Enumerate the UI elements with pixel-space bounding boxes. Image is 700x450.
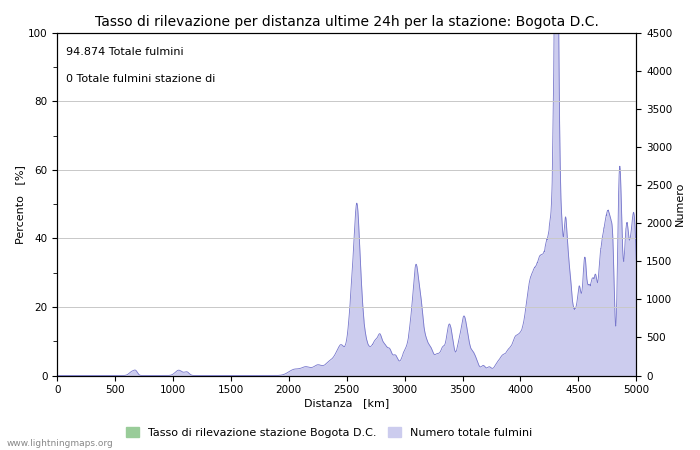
Text: 0 Totale fulmini stazione di: 0 Totale fulmini stazione di	[66, 74, 215, 84]
Legend: Tasso di rilevazione stazione Bogota D.C., Numero totale fulmini: Tasso di rilevazione stazione Bogota D.C…	[121, 423, 537, 442]
Title: Tasso di rilevazione per distanza ultime 24h per la stazione: Bogota D.C.: Tasso di rilevazione per distanza ultime…	[94, 15, 598, 29]
Text: www.lightningmaps.org: www.lightningmaps.org	[7, 439, 113, 448]
X-axis label: Distanza   [km]: Distanza [km]	[304, 398, 389, 408]
Text: 94.874 Totale fulmini: 94.874 Totale fulmini	[66, 47, 183, 57]
Y-axis label: Numero: Numero	[675, 182, 685, 226]
Y-axis label: Percento   [%]: Percento [%]	[15, 165, 25, 243]
